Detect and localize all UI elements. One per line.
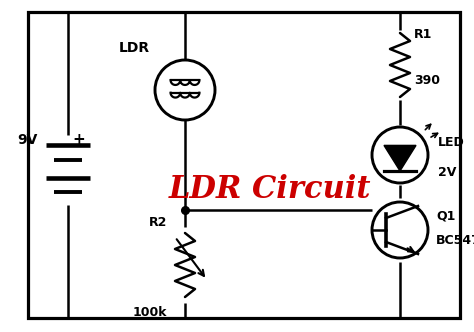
- Text: 390: 390: [414, 73, 440, 87]
- Polygon shape: [384, 145, 416, 171]
- Text: LDR Circuit: LDR Circuit: [169, 175, 371, 206]
- Text: BC547: BC547: [436, 233, 474, 246]
- Text: 2V: 2V: [438, 167, 456, 180]
- Text: LDR: LDR: [119, 41, 150, 55]
- Text: Q1: Q1: [436, 209, 456, 222]
- Text: 9V: 9V: [18, 133, 38, 147]
- Text: R2: R2: [149, 216, 167, 229]
- Text: LED: LED: [438, 136, 465, 149]
- Text: 100k: 100k: [133, 306, 167, 319]
- Text: +: +: [72, 132, 85, 147]
- Text: R1: R1: [414, 29, 432, 42]
